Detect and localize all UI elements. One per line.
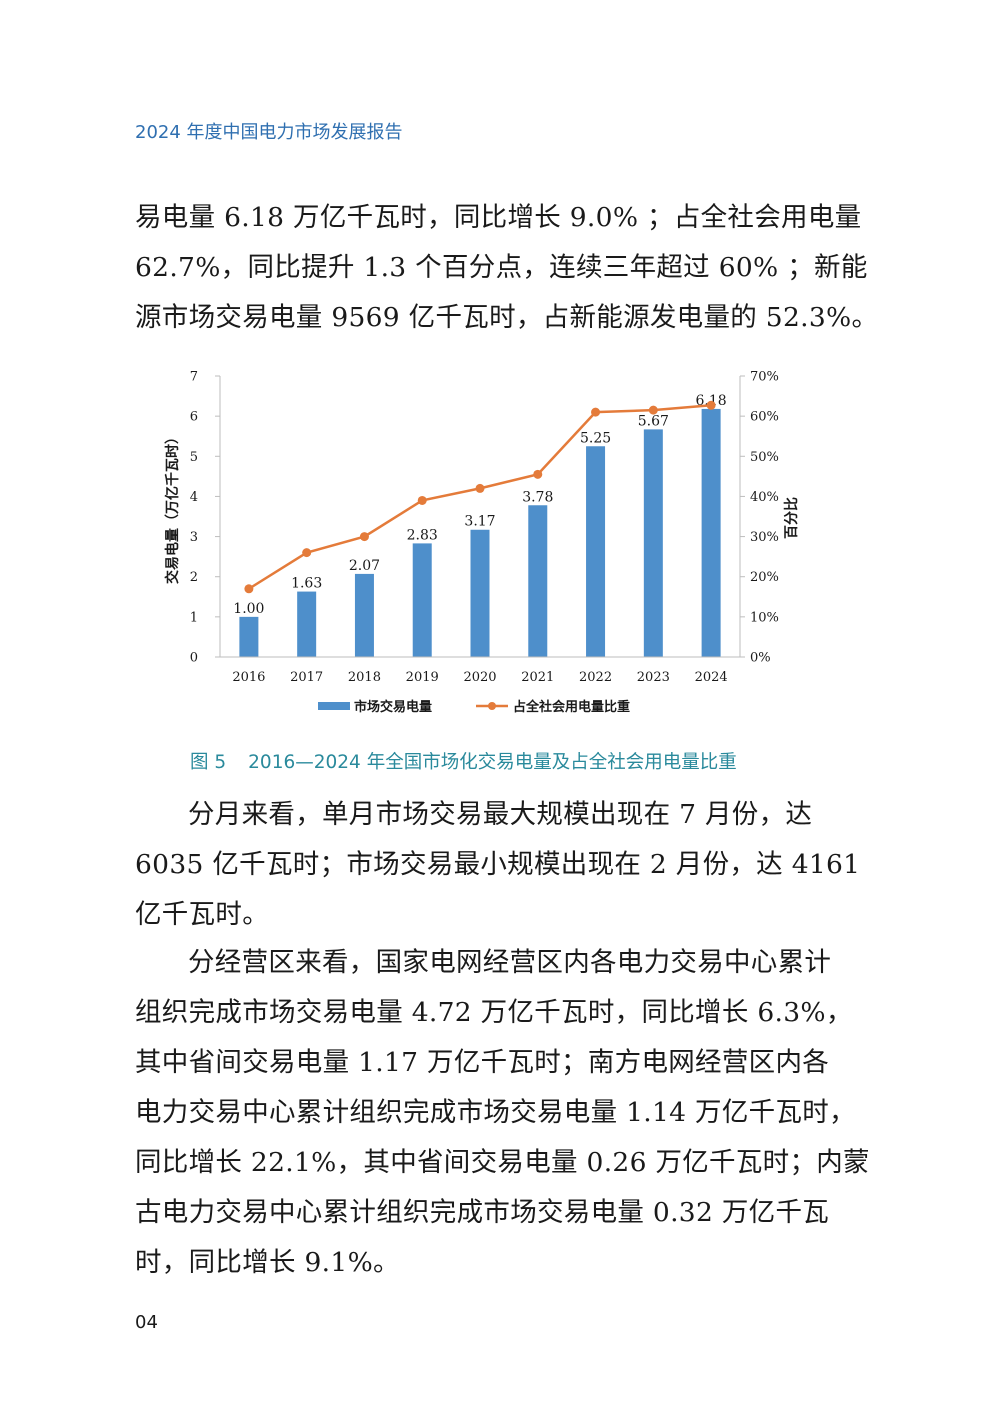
left-axis-tick-label: 2: [190, 570, 198, 585]
bar-data-label: 2.07: [349, 558, 380, 574]
left-axis-tick-label: 5: [190, 450, 198, 465]
line-point: [417, 495, 427, 505]
legend-line-label: 占全社会用电量比重: [513, 699, 630, 715]
x-axis-tick-label: 2020: [463, 670, 496, 685]
chart-legend: 市场交易电量 占全社会用电量比重: [318, 699, 630, 715]
left-axis-tick-label: 0: [190, 651, 198, 666]
bar: [297, 591, 317, 657]
left-y-axis: 0 1 2 3 4 5 6 7: [190, 370, 221, 666]
line-point: [591, 407, 601, 417]
line-point: [706, 400, 716, 410]
x-axis-tick-label: 2024: [695, 670, 728, 685]
line-point: [359, 532, 369, 542]
bar-data-label: 5.25: [580, 430, 611, 446]
line-point: [533, 469, 543, 479]
paragraph-line: 古电力交易中心累计组织完成市场交易电量 0.32 万亿千瓦: [135, 1197, 830, 1228]
paragraph-line: 分经营区来看，国家电网经营区内各电力交易中心累计: [188, 947, 832, 978]
line-point: [648, 405, 658, 415]
paragraph-line: 6035 亿千瓦时；市场交易最小规模出现在 2 月份，达 4161: [135, 849, 861, 880]
paragraph-line: 同比增长 22.1%，其中省间交易电量 0.26 万亿千瓦时；内蒙: [135, 1147, 870, 1178]
bar: [470, 529, 490, 657]
paragraph-line: 分月来看，单月市场交易最大规模出现在 7 月份，达: [188, 799, 813, 830]
paragraph-line: 其中省间交易电量 1.17 万亿千瓦时；南方电网经营区内各: [135, 1047, 830, 1078]
legend-bar-swatch: [318, 702, 350, 710]
bar: [701, 408, 721, 657]
paragraph-line: 时，同比增长 9.1%。: [135, 1247, 400, 1278]
bar: [354, 573, 374, 657]
paragraph-line: 62.7%，同比提升 1.3 个百分点，连续三年超过 60% ；新能: [135, 252, 868, 283]
bar: [412, 543, 432, 657]
x-axis-tick-label: 2017: [290, 670, 323, 685]
bar: [239, 616, 259, 657]
right-axis-tick-label: 50%: [750, 450, 779, 465]
left-axis-tick-label: 4: [190, 490, 198, 505]
paragraph-line: 电力交易中心累计组织完成市场交易电量 1.14 万亿千瓦时，: [135, 1097, 856, 1128]
line-series: [244, 400, 716, 594]
bar-data-label: 1.63: [291, 576, 322, 592]
line-point: [302, 548, 312, 558]
report-header-title: 2024 年度中国电力市场发展报告: [135, 122, 403, 143]
y-axis-label-right: 百分比: [783, 497, 800, 539]
bar-series: 1.001.632.072.833.173.785.255.676.18: [233, 393, 727, 657]
left-axis-tick-label: 1: [190, 610, 198, 625]
bar-data-label: 3.78: [522, 489, 553, 505]
paragraph-top: 易电量 6.18 万亿千瓦时，同比增长 9.0% ；占全社会用电量 62.7%，…: [135, 193, 879, 343]
market-trade-chart: 0 1 2 3 4 5 6 7 0% 10% 20% 30% 40% 50% 60% 70% 1.00 1.6…: [164, 370, 800, 716]
y-axis-label-left: 交易电量（万亿千瓦时）: [164, 430, 181, 584]
x-axis-tick-label: 2019: [406, 670, 439, 685]
left-axis-tick-label: 7: [190, 370, 198, 385]
legend-line-marker: [488, 702, 496, 710]
paragraph-line: 易电量 6.18 万亿千瓦时，同比增长 9.0% ；占全社会用电量: [135, 202, 862, 233]
figure-caption: 图 5 2016—2024 年全国市场化交易电量及占全社会用电量比重: [190, 748, 737, 774]
right-axis-tick-label: 10%: [750, 610, 779, 625]
x-axis-tick-label: 2018: [348, 670, 381, 685]
bar: [586, 446, 606, 657]
right-axis-tick-label: 30%: [750, 530, 779, 545]
x-axis-tick-label: 2023: [637, 670, 670, 685]
bar-data-label: 5.67: [638, 413, 669, 429]
paragraph-region: 分经营区来看，国家电网经营区内各电力交易中心累计 组织完成市场交易电量 4.72…: [135, 938, 870, 1288]
bar-data-label: 2.83: [407, 527, 438, 543]
paragraph-line: 组织完成市场交易电量 4.72 万亿千瓦时，同比增长 6.3%，: [135, 997, 853, 1028]
legend-bar-label: 市场交易电量: [354, 699, 432, 715]
right-axis-tick-label: 60%: [750, 410, 779, 425]
figure-caption-text: 2016—2024 年全国市场化交易电量及占全社会用电量比重: [248, 752, 737, 773]
x-axis-tick-label: 2022: [579, 670, 612, 685]
line-point: [475, 483, 485, 493]
paragraph-line: 亿千瓦时。: [135, 899, 269, 930]
x-axis: 2016 2017 2018 2019 2020 2021 2022 2023 2024: [220, 656, 740, 685]
left-axis-tick-label: 6: [190, 410, 198, 425]
right-axis-tick-label: 70%: [750, 370, 779, 385]
left-axis-tick-label: 3: [190, 530, 198, 545]
figure-number: 图 5: [190, 752, 227, 773]
right-axis-tick-label: 0%: [750, 651, 771, 666]
x-axis-tick-label: 2016: [232, 670, 265, 685]
page-number: 04: [135, 1312, 158, 1333]
right-axis-tick-label: 20%: [750, 570, 779, 585]
right-axis-tick-label: 40%: [750, 490, 779, 505]
bar: [643, 429, 663, 657]
bar: [528, 505, 548, 657]
paragraph-month: 分月来看，单月市场交易最大规模出现在 7 月份，达 6035 亿千瓦时；市场交易…: [135, 790, 861, 940]
bar-data-label: 1.00: [233, 601, 264, 617]
paragraph-line: 源市场交易电量 9569 亿千瓦时，占新能源发电量的 52.3%。: [135, 302, 879, 333]
line-point: [244, 584, 254, 594]
x-axis-tick-label: 2021: [521, 670, 554, 685]
bar-data-label: 3.17: [464, 514, 495, 530]
right-y-axis: 0% 10% 20% 30% 40% 50% 60% 70%: [739, 370, 779, 666]
